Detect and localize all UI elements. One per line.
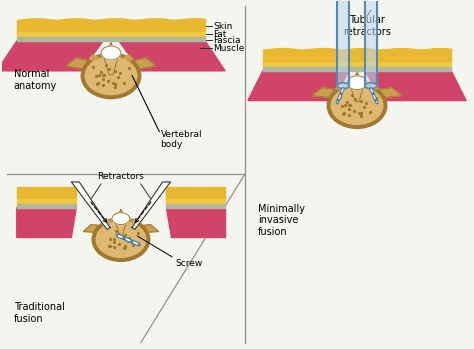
Ellipse shape [347,76,367,90]
Polygon shape [17,37,205,41]
Polygon shape [263,50,451,62]
Polygon shape [114,58,155,73]
Text: Fascia: Fascia [213,36,241,45]
Polygon shape [165,204,225,208]
Polygon shape [17,199,76,204]
Text: Screw: Screw [175,259,203,268]
Polygon shape [17,204,76,208]
Polygon shape [132,182,171,230]
Ellipse shape [331,87,383,124]
Polygon shape [104,43,118,75]
Polygon shape [101,218,121,236]
Polygon shape [17,20,205,32]
Polygon shape [337,0,349,86]
Polygon shape [124,225,159,233]
Polygon shape [89,55,111,75]
Polygon shape [165,199,225,204]
Ellipse shape [92,218,150,261]
Polygon shape [312,88,354,99]
Text: Vertebral
body: Vertebral body [161,129,202,149]
Ellipse shape [81,53,141,99]
Polygon shape [350,73,364,102]
Polygon shape [17,187,76,199]
Text: Skin: Skin [213,22,233,31]
Ellipse shape [112,213,130,225]
Text: Tubular
retractors: Tubular retractors [343,15,391,37]
Text: Fat: Fat [213,30,227,39]
Polygon shape [365,0,377,86]
Polygon shape [83,225,118,233]
Polygon shape [357,85,379,102]
Polygon shape [119,41,225,71]
Polygon shape [0,41,103,71]
Ellipse shape [327,83,387,128]
Polygon shape [335,85,357,102]
Polygon shape [17,32,205,37]
Text: Retractors: Retractors [98,172,145,181]
Polygon shape [365,71,466,101]
Polygon shape [165,187,225,199]
Polygon shape [121,218,141,236]
Polygon shape [71,182,110,230]
Polygon shape [263,62,451,67]
Polygon shape [263,67,451,71]
Text: Muscle: Muscle [213,44,245,52]
Ellipse shape [85,57,137,95]
Ellipse shape [337,83,349,89]
Polygon shape [360,88,401,99]
Polygon shape [248,71,349,101]
Ellipse shape [365,83,377,89]
Ellipse shape [96,222,146,257]
Polygon shape [17,208,76,238]
Polygon shape [66,58,108,73]
Text: Traditional
fusion: Traditional fusion [14,302,64,324]
Polygon shape [111,55,133,75]
Polygon shape [165,208,225,238]
Polygon shape [115,210,127,236]
Text: Normal
anatomy: Normal anatomy [14,69,57,90]
Text: Minimally
invasive
fusion: Minimally invasive fusion [258,204,305,237]
Ellipse shape [101,46,121,60]
